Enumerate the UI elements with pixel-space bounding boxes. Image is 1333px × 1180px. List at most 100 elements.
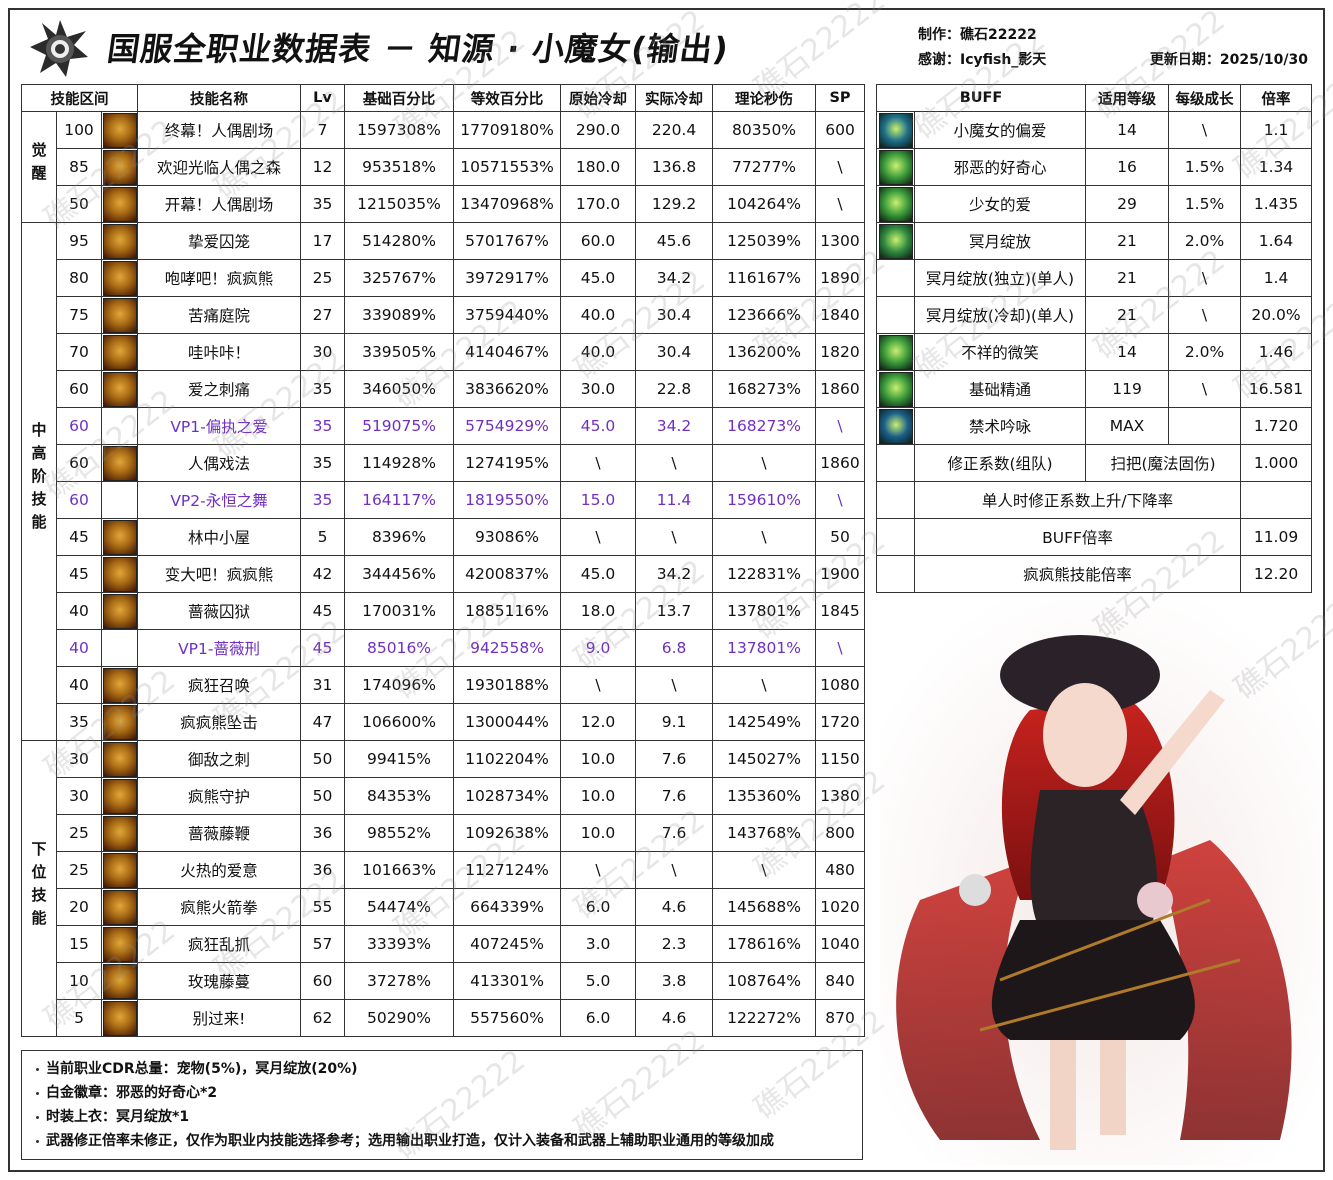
skill-cell: 60 bbox=[300, 962, 346, 1000]
skill-cell: 40.0 bbox=[560, 333, 637, 371]
skill-cell: 5701767% bbox=[453, 222, 562, 260]
skill-cell: 爱之刺痛 bbox=[137, 370, 302, 408]
skill-cell: \ bbox=[712, 518, 817, 556]
buff-cell: 1.1 bbox=[1240, 111, 1313, 149]
summary-value: 11.09 bbox=[1240, 518, 1313, 556]
skill-cell: 55 bbox=[300, 888, 346, 926]
icon-cell bbox=[100, 518, 139, 556]
skill-cell: 953518% bbox=[344, 148, 455, 186]
skill-cell: 1930188% bbox=[453, 666, 562, 704]
skill-cell: 170.0 bbox=[560, 185, 637, 223]
icon-cell bbox=[876, 444, 915, 482]
skill-cell: 35 bbox=[300, 185, 346, 223]
icon-cell bbox=[100, 777, 139, 815]
skill-cell: 1080 bbox=[815, 666, 866, 704]
column-header: 倍率 bbox=[1240, 84, 1313, 112]
skill-icon bbox=[102, 223, 137, 259]
logo bbox=[30, 20, 88, 77]
skill-row: 20 疯熊火箭拳 55 54474% 664339% 6.0 4.6 145688% 1020 bbox=[22, 888, 866, 926]
skill-icon bbox=[102, 1000, 137, 1036]
skill-cell: 6.0 bbox=[560, 999, 637, 1037]
skill-cell: 30.4 bbox=[635, 296, 714, 334]
notes-box: 当前职业CDR总量：宠物(5%)，冥月绽放(20%) 白金徽章：邪恶的好奇心*2 时… bbox=[21, 1050, 863, 1160]
skill-icon bbox=[102, 297, 137, 333]
skill-cell: 159610% bbox=[712, 481, 817, 519]
skill-cell: 800 bbox=[815, 814, 866, 852]
icon-cell bbox=[100, 370, 139, 408]
skill-icon bbox=[102, 593, 137, 629]
note-line: 武器修正倍率未修正，仅作为职业内技能选择参考；选用输出职业打造，仅计入装备和武器… bbox=[34, 1129, 862, 1153]
author: 制作：礁石22222 bbox=[918, 27, 1037, 43]
skill-cell: \ bbox=[815, 185, 866, 223]
group-cell: 中高阶技能 bbox=[21, 222, 57, 741]
skill-cell: 25 bbox=[300, 259, 346, 297]
icon-cell bbox=[100, 185, 139, 223]
skill-cell: 咆哮吧！疯疯熊 bbox=[137, 259, 302, 297]
buff-cell: 16 bbox=[1085, 148, 1170, 186]
skill-icon bbox=[102, 926, 137, 962]
skill-icon bbox=[102, 741, 137, 777]
skill-level: 25 bbox=[56, 851, 102, 889]
icon-cell bbox=[876, 518, 915, 556]
skill-cell: 519075% bbox=[344, 407, 455, 445]
group-label: 中高阶技能 bbox=[29, 422, 48, 537]
buff-cell: 20.0% bbox=[1240, 296, 1313, 334]
skill-cell: 开幕！人偶剧场 bbox=[137, 185, 302, 223]
buff-cell: 21 bbox=[1085, 296, 1170, 334]
skill-row: 35 疯疯熊坠击 47 106600% 1300044% 12.0 9.1 142549% 17… bbox=[22, 703, 866, 741]
buff-cell: 1.64 bbox=[1240, 222, 1313, 260]
skill-row: 40 蔷薇囚狱 45 170031% 1885116% 18.0 13.7 137801% 18… bbox=[22, 592, 866, 630]
skill-cell: 6.8 bbox=[635, 629, 714, 667]
skill-cell: 11.4 bbox=[635, 481, 714, 519]
buff-icon bbox=[878, 186, 913, 222]
buff-cell: 1.5% bbox=[1168, 148, 1242, 186]
icon-cell bbox=[100, 148, 139, 186]
skill-cell: 1597308% bbox=[344, 111, 455, 149]
skill-row: 60 人偶戏法 35 114928% 1274195% \ \ \ 1860 bbox=[22, 444, 866, 482]
skill-cell: 12.0 bbox=[560, 703, 637, 741]
skill-cell: 挚爱囚笼 bbox=[137, 222, 302, 260]
skill-cell: \ bbox=[712, 851, 817, 889]
skill-row: 25 蔷薇藤鞭 36 98552% 1092638% 10.0 7.6 143768% 800 bbox=[22, 814, 866, 852]
icon-cell bbox=[100, 222, 139, 260]
skill-cell: 77277% bbox=[712, 148, 817, 186]
summary-row: BUFF倍率 11.09 bbox=[876, 518, 1313, 556]
skill-cell: \ bbox=[560, 666, 637, 704]
skill-level: 30 bbox=[56, 777, 102, 815]
skill-cell: 45.0 bbox=[560, 555, 637, 593]
skill-cell: 84353% bbox=[344, 777, 455, 815]
column-header: 等效百分比 bbox=[453, 84, 562, 112]
skill-cell: 45.6 bbox=[635, 222, 714, 260]
column-header: 实际冷却 bbox=[635, 84, 714, 112]
skill-level: 30 bbox=[56, 740, 102, 778]
skill-cell: 870 bbox=[815, 999, 866, 1037]
skill-level: 5 bbox=[56, 999, 102, 1037]
skill-cell: 9.0 bbox=[560, 629, 637, 667]
column-header: 技能区间 bbox=[20, 84, 139, 112]
skill-level: 100 bbox=[56, 111, 102, 149]
skill-row: 15 疯狂乱抓 57 33393% 407245% 3.0 2.3 178616% 1040 bbox=[22, 925, 866, 963]
skill-row: 下位技能 30 御敌之刺 50 99415% 1102204% 10.0 7.6 145027%… bbox=[21, 740, 866, 1037]
skill-cell: 13.7 bbox=[635, 592, 714, 630]
skill-cell: 42 bbox=[300, 555, 346, 593]
buff-cell: 119 bbox=[1085, 370, 1170, 408]
icon-cell bbox=[876, 555, 915, 593]
buff-cell: 1.435 bbox=[1240, 185, 1313, 223]
skill-icon bbox=[102, 260, 137, 296]
correction-row: 修正系数(组队) 扫把(魔法固伤) 1.000 bbox=[876, 444, 1313, 482]
skill-cell: 145688% bbox=[712, 888, 817, 926]
skill-icon bbox=[102, 186, 137, 222]
icon-cell bbox=[100, 851, 139, 889]
thanks: 感谢：Icyfish_影天 bbox=[918, 52, 1047, 68]
skill-cell: 1102204% bbox=[453, 740, 562, 778]
buff-row: 小魔女的偏爱 14 \ 1.1 bbox=[876, 111, 1313, 149]
icon-cell bbox=[100, 296, 139, 334]
skill-table: 技能区间 技能名称 Lv 基础百分比 等效百分比 原始冷却 实际冷却 理论秒伤 SP 觉醒 100 终… bbox=[20, 84, 866, 1037]
skill-cell: 御敌之刺 bbox=[137, 740, 302, 778]
buff-row: 冥月绽放(独立)(单人) 21 \ 1.4 bbox=[876, 259, 1313, 297]
skill-cell: 22.8 bbox=[635, 370, 714, 408]
skill-cell: 2.3 bbox=[635, 925, 714, 963]
skill-cell: 407245% bbox=[453, 925, 562, 963]
buff-cell: 21 bbox=[1085, 259, 1170, 297]
skill-icon bbox=[102, 852, 137, 888]
